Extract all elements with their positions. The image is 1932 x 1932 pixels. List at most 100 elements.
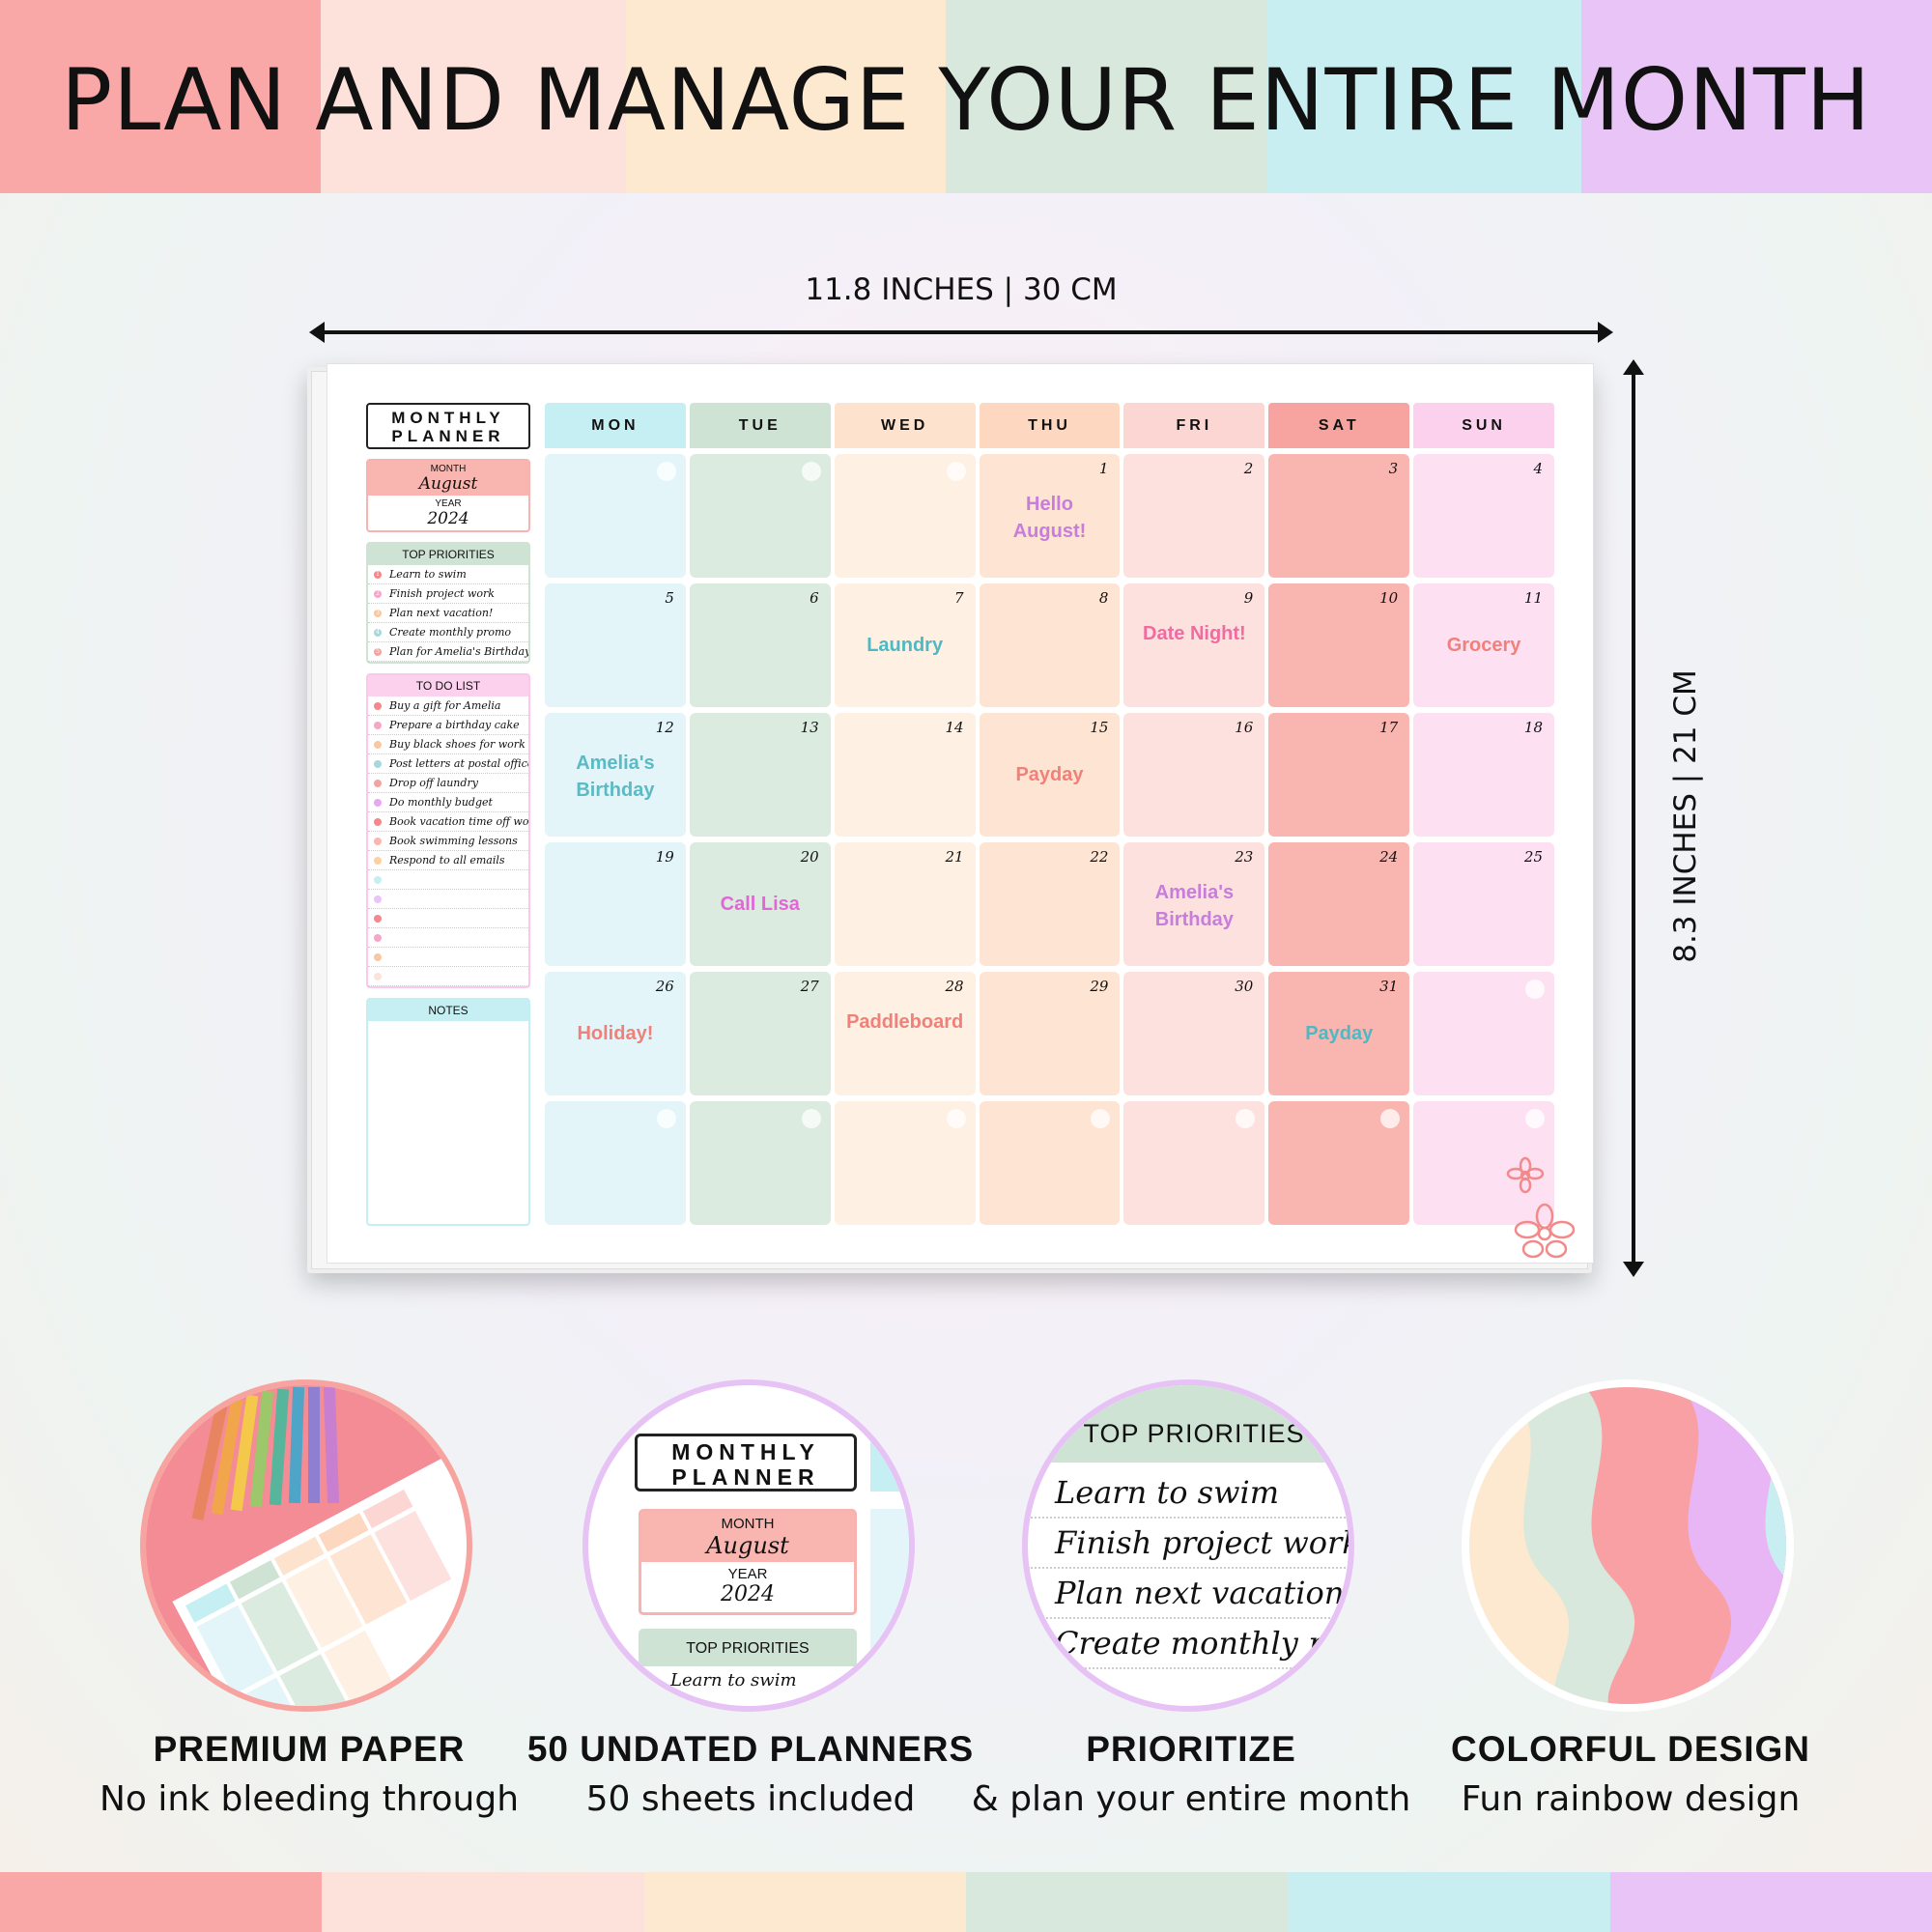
day-number: 10 xyxy=(1379,589,1399,607)
day-cell[interactable]: 9 Date Night! xyxy=(1123,583,1265,707)
feature-colorful-design: COLORFUL DESIGN Fun rainbow design xyxy=(1399,1729,1862,1819)
day-cell[interactable]: 13 xyxy=(689,713,831,837)
day-cell[interactable]: 18 xyxy=(1413,713,1555,837)
day-number: 14 xyxy=(945,719,964,736)
feature-subtitle: & plan your entire month xyxy=(971,1779,1411,1819)
weekday-header: WED xyxy=(834,403,976,448)
day-cell[interactable]: 6 xyxy=(689,583,831,707)
day-number: 13 xyxy=(800,719,819,736)
year-field: YEAR 2024 xyxy=(368,498,528,527)
feature-prioritize-image: TOP PRIORITIES Learn to swim Finish proje… xyxy=(1022,1379,1360,1712)
week-row: 26 Holiday! 27 28 Paddleboard 29 30 31 Payday xyxy=(545,972,1555,1095)
day-cell[interactable]: 10 xyxy=(1268,583,1410,707)
day-cell[interactable]: 25 xyxy=(1413,842,1555,966)
day-cell[interactable]: 2 xyxy=(1123,454,1265,578)
day-cell[interactable]: 20 Call Lisa xyxy=(689,842,831,966)
day-cell[interactable]: 11 Grocery xyxy=(1413,583,1555,707)
day-cell[interactable] xyxy=(834,454,976,578)
calendar-event: Amelia's Birthday xyxy=(576,753,655,801)
calendar-event: Holiday! xyxy=(577,1023,654,1044)
empty-date-circle-icon xyxy=(946,462,966,481)
day-cell[interactable]: 28 Paddleboard xyxy=(834,972,976,1095)
day-cell[interactable]: 7 Laundry xyxy=(834,583,976,707)
todo-item xyxy=(368,967,528,986)
day-cell[interactable]: 22 xyxy=(979,842,1121,966)
day-cell[interactable] xyxy=(689,454,831,578)
height-dimension-label: 8.3 INCHES | 21 CM xyxy=(1668,669,1703,963)
todo-bullet-icon xyxy=(374,799,382,807)
day-cell[interactable]: 30 xyxy=(1123,972,1265,1095)
day-cell[interactable]: 24 xyxy=(1268,842,1410,966)
zoom-priorities-box: TOP PRIORITIES Learn to swim xyxy=(639,1629,857,1706)
width-arrow xyxy=(309,322,1613,343)
feature-undated-image: MONTHLY PLANNER MONTH August YEAR 2024 T… xyxy=(582,1379,921,1712)
day-number: 31 xyxy=(1379,978,1399,995)
todo-item xyxy=(368,909,528,928)
week-row: 5 6 7 Laundry 8 9 Date Night! 10 11 Grocery xyxy=(545,583,1555,707)
todo-bullet-icon xyxy=(374,876,382,884)
day-cell[interactable]: 17 xyxy=(1268,713,1410,837)
day-cell[interactable] xyxy=(834,1101,976,1225)
todo-bullet-icon xyxy=(374,973,382,980)
day-number: 9 xyxy=(1243,589,1254,607)
empty-date-circle-icon xyxy=(1525,1109,1546,1128)
day-cell[interactable]: 5 xyxy=(545,583,686,707)
empty-date-circle-icon xyxy=(946,1109,966,1128)
day-cell[interactable]: 19 xyxy=(545,842,686,966)
todo-bullet-icon xyxy=(374,722,382,729)
day-cell[interactable] xyxy=(689,1101,831,1225)
todo-item: Drop off laundry xyxy=(368,774,528,793)
day-cell[interactable] xyxy=(1268,1101,1410,1225)
todo-item: Prepare a birthday cake xyxy=(368,716,528,735)
todo-item xyxy=(368,890,528,909)
day-number: 27 xyxy=(800,978,819,995)
day-cell[interactable]: 26 Holiday! xyxy=(545,972,686,1095)
todo-item: Post letters at postal office xyxy=(368,754,528,774)
day-cell[interactable]: 23 Amelia's Birthday xyxy=(1123,842,1265,966)
day-number: 2 xyxy=(1243,460,1254,477)
day-number: 11 xyxy=(1523,589,1544,607)
todo-item: Buy black shoes for work xyxy=(368,735,528,754)
planner-title-line2: PLANNER xyxy=(391,427,505,445)
zoom-priority-item: Learn to swim xyxy=(1028,1468,1349,1519)
todo-item xyxy=(368,948,528,967)
flower-doodle-icon xyxy=(1506,1156,1576,1259)
day-cell[interactable] xyxy=(1123,1101,1265,1225)
day-cell[interactable]: 27 xyxy=(689,972,831,1095)
top-priorities-title: TOP PRIORITIES xyxy=(368,544,528,565)
day-cell[interactable]: 29 xyxy=(979,972,1121,1095)
day-cell[interactable]: 8 xyxy=(979,583,1121,707)
weekday-header: TUE xyxy=(689,403,831,448)
day-cell[interactable] xyxy=(1413,1101,1555,1225)
day-cell[interactable]: 31 Payday xyxy=(1268,972,1410,1095)
week-row xyxy=(545,1101,1555,1225)
day-cell[interactable]: 14 xyxy=(834,713,976,837)
planner-title-line1: MONTHLY xyxy=(391,409,505,427)
calendar-event: Paddleboard xyxy=(846,1011,964,1033)
day-cell[interactable]: 12 Amelia's Birthday xyxy=(545,713,686,837)
top-color-band xyxy=(0,0,1932,193)
day-number: 19 xyxy=(655,848,674,866)
feature-subtitle: Fun rainbow design xyxy=(1461,1779,1801,1819)
day-cell[interactable] xyxy=(979,1101,1121,1225)
todo-item: Respond to all emails xyxy=(368,851,528,870)
day-cell[interactable] xyxy=(545,454,686,578)
feature-title: PRIORITIZE xyxy=(1086,1729,1296,1769)
day-cell[interactable]: 15 Payday xyxy=(979,713,1121,837)
empty-date-circle-icon xyxy=(656,1109,676,1128)
day-cell[interactable]: 1 Hello August! xyxy=(979,454,1121,578)
day-cell[interactable] xyxy=(545,1101,686,1225)
day-number: 23 xyxy=(1235,848,1254,866)
day-number: 21 xyxy=(945,848,964,866)
week-row: 19 20 Call Lisa 21 22 23 Amelia's Birthday 24 25 xyxy=(545,842,1555,966)
day-number: 1 xyxy=(1098,460,1109,477)
day-cell[interactable]: 4 xyxy=(1413,454,1555,578)
day-number: 15 xyxy=(1090,719,1109,736)
top-priorities-box: TOP PRIORITIES 1 Learn to swim 2 Finish pro… xyxy=(366,542,530,664)
height-arrow xyxy=(1623,359,1644,1277)
day-cell[interactable]: 21 xyxy=(834,842,976,966)
notes-title: NOTES xyxy=(368,1000,528,1021)
day-cell[interactable]: 3 xyxy=(1268,454,1410,578)
day-cell[interactable]: 16 xyxy=(1123,713,1265,837)
day-cell[interactable] xyxy=(1413,972,1555,1095)
